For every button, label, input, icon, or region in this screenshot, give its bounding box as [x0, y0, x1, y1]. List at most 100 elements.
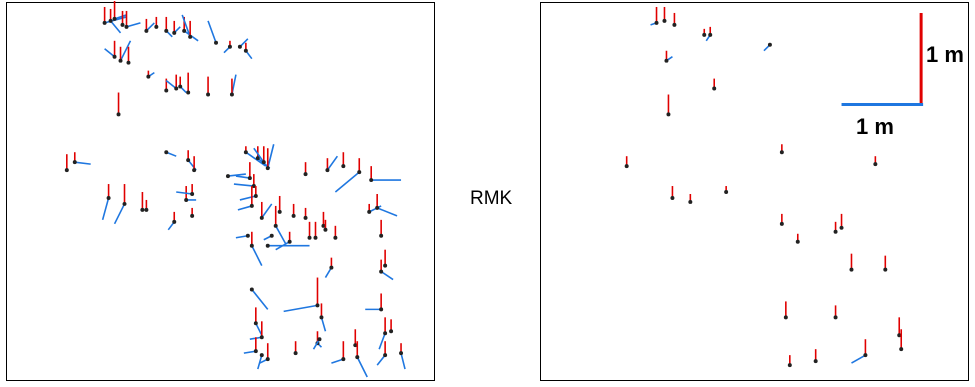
horizontal-error-vector: [176, 191, 193, 195]
checkpoint-dot: [112, 16, 117, 21]
horizontal-error-vector: [243, 350, 256, 354]
horizontal-error-vector: [376, 207, 398, 217]
checkpoint-dot: [293, 351, 298, 356]
horizontal-error-vector: [275, 225, 287, 245]
checkpoint-dot: [321, 223, 326, 228]
checkpoint-dot: [863, 353, 868, 358]
checkpoint-dot: [839, 225, 844, 230]
checkpoint-dot: [269, 233, 274, 238]
checkpoint-dot: [227, 44, 232, 49]
checkpoint-dot: [190, 191, 195, 196]
checkpoint-dot: [708, 32, 713, 37]
checkpoint-dot: [369, 178, 374, 183]
checkpoint-dot: [249, 243, 254, 248]
horizontal-error-vector: [400, 352, 406, 370]
checkpoint-dot: [399, 351, 404, 356]
checkpoint-dot: [767, 42, 772, 47]
checkpoint-dot: [164, 88, 169, 93]
checkpoint-dot: [672, 22, 677, 27]
checkpoint-dot: [144, 28, 149, 33]
checkpoint-dot: [712, 86, 717, 91]
checkpoint-dot: [259, 215, 264, 220]
horizontal-error-vector: [109, 20, 122, 34]
horizontal-error-vector: [165, 79, 177, 90]
checkpoint-dot: [112, 54, 117, 59]
checkpoint-dot: [245, 233, 250, 238]
center-label: RMK: [470, 188, 513, 209]
horizontal-error-vector: [334, 171, 360, 193]
checkpoint-dot: [126, 60, 131, 65]
checkpoint-dot: [64, 168, 69, 173]
checkpoint-dot: [315, 303, 320, 308]
checkpoint-dot: [124, 24, 129, 29]
checkpoint-dot: [787, 363, 792, 368]
checkpoint-dot: [192, 168, 197, 173]
checkpoint-dot: [247, 176, 252, 181]
checkpoint-dot: [164, 28, 169, 33]
horizontal-error-vector: [368, 205, 382, 213]
checkpoint-dot: [389, 329, 394, 334]
checkpoint-dot: [624, 164, 629, 169]
checkpoint-dot: [319, 315, 324, 320]
checkpoint-dot: [214, 40, 219, 45]
checkpoint-dot: [120, 22, 125, 27]
horizontal-error-vector: [237, 205, 253, 211]
horizontal-error-vector: [320, 317, 327, 332]
horizontal-error-vector: [119, 40, 132, 62]
checkpoint-dot: [317, 337, 322, 342]
horizontal-error-vector: [380, 270, 394, 281]
right-vector-panel: 1 m 1 m: [540, 2, 969, 381]
horizontal-error-vector: [251, 288, 269, 310]
checkpoint-dot: [654, 20, 659, 25]
checkpoint-dot: [116, 112, 121, 117]
checkpoint-dot: [383, 263, 388, 268]
checkpoint-dot: [664, 58, 669, 63]
checkpoint-dot: [172, 30, 177, 35]
checkpoint-dot: [666, 112, 671, 117]
horizontal-error-vector: [266, 144, 275, 169]
checkpoint-dot: [277, 209, 282, 214]
checkpoint-dot: [259, 353, 264, 358]
checkpoint-dot: [897, 333, 902, 338]
checkpoint-dot: [253, 349, 258, 354]
checkpoint-dot: [383, 331, 388, 336]
checkpoint-dot: [379, 233, 384, 238]
horizontal-error-vector: [74, 161, 91, 165]
checkpoint-dot: [251, 184, 256, 189]
horizontal-error-vector: [113, 203, 126, 225]
checkpoint-dot: [307, 235, 312, 240]
horizontal-error-vector: [251, 245, 263, 266]
horizontal-error-vector: [233, 183, 254, 187]
checkpoint-dot: [899, 347, 904, 352]
checkpoint-dot: [795, 239, 800, 244]
horizontal-error-vector: [101, 197, 110, 221]
checkpoint-dot: [670, 195, 675, 200]
checkpoint-dot: [182, 28, 187, 33]
checkpoint-dot: [259, 335, 264, 340]
horizontal-error-vector: [181, 14, 191, 38]
horizontal-error-vector: [378, 332, 386, 350]
horizontal-error-vector: [326, 155, 339, 171]
horizontal-error-vector: [114, 14, 127, 20]
checkpoint-dot: [164, 150, 169, 155]
horizontal-error-vector: [331, 358, 344, 364]
checkpoint-dot: [303, 172, 308, 177]
horizontal-error-vector: [235, 175, 250, 179]
checkpoint-dot: [873, 162, 878, 167]
horizontal-error-vector: [207, 20, 217, 44]
checkpoint-dot: [72, 160, 77, 165]
checkpoint-dot: [206, 92, 211, 97]
checkpoint-dot: [833, 315, 838, 320]
checkpoint-dot: [184, 197, 189, 202]
checkpoint-dot: [287, 239, 292, 244]
checkpoint-dot: [662, 18, 667, 23]
checkpoint-dot: [702, 32, 707, 37]
checkpoint-dot: [688, 199, 693, 204]
checkpoint-dot: [146, 74, 151, 79]
checkpoint-dot: [353, 343, 358, 348]
checkpoint-dot: [783, 315, 788, 320]
checkpoint-dot: [108, 18, 113, 23]
checkpoint-dot: [329, 265, 334, 270]
checkpoint-dot: [379, 307, 384, 312]
checkpoint-dot: [367, 209, 372, 214]
